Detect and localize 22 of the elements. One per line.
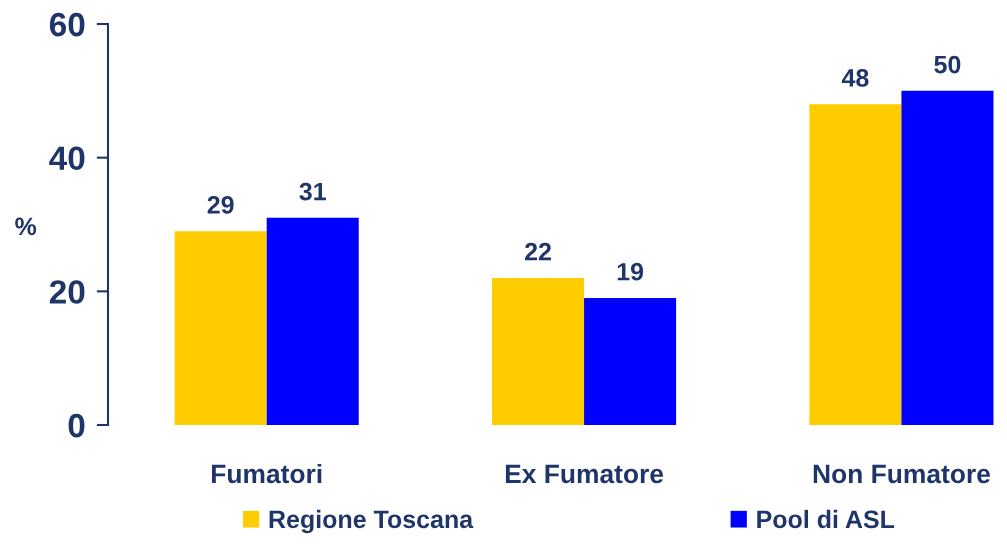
data-label: 22 [525,242,551,261]
legend-label: Regione Toscana [269,509,474,534]
legend-label: Pool di ASL [757,509,895,529]
y-tick-label: 40 [49,146,85,171]
data-label: 31 [299,182,326,201]
bar [584,298,677,425]
bar [809,104,902,425]
y-tick-label: 60 [49,12,85,37]
y-tick-label: 0 [68,413,85,438]
x-tick-label: Ex Fumatore [505,464,664,484]
bar [174,231,267,425]
x-tick-label: Fumatori [212,463,322,484]
bar [266,217,359,425]
y-tick-label: 20 [49,280,85,304]
data-label: 50 [934,55,961,74]
y-axis-title: % [15,217,37,236]
data-label: 29 [207,196,234,214]
x-tick-label: Non Fumatore [813,464,990,484]
bar [901,90,994,425]
data-label: 19 [617,262,644,281]
data-label: 48 [841,69,869,87]
bar [492,277,585,425]
